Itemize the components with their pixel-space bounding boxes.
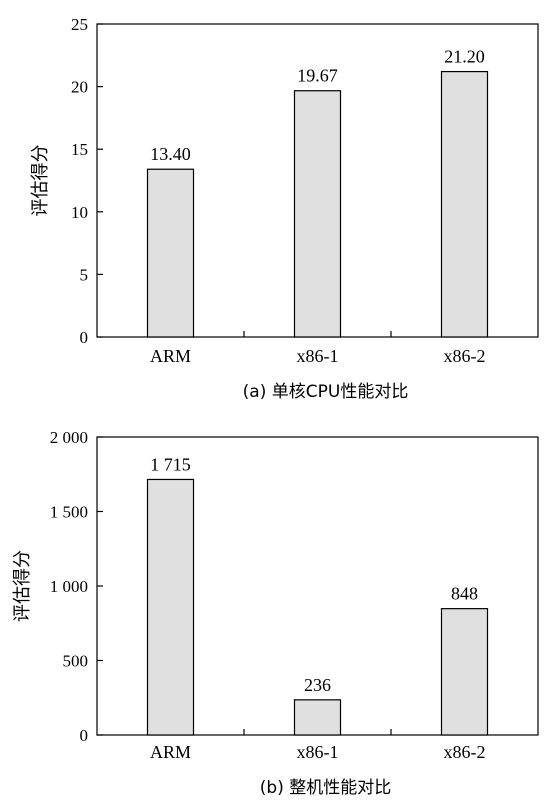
y-tick-label: 1 000: [50, 577, 88, 596]
x-category-label: x86-2: [444, 742, 486, 762]
y-tick-label: 1 500: [50, 503, 88, 522]
data-label: 236: [304, 675, 331, 695]
data-label: 13.40: [150, 144, 191, 164]
y-tick-label: 10: [71, 203, 88, 222]
y-tick-label: 500: [63, 652, 89, 671]
y-tick-label: 0: [80, 726, 89, 745]
data-label: 21.20: [444, 47, 485, 67]
y-tick-label: 0: [80, 328, 89, 347]
bar-x86-1: [293, 90, 342, 338]
y-axis-label: 评估得分: [30, 145, 51, 217]
x-category-label: x86-1: [297, 346, 339, 366]
bar-x86-2: [440, 608, 489, 736]
y-tick-label: 15: [71, 140, 88, 159]
bar-x86-2: [440, 70, 489, 338]
y-tick-label: 5: [80, 265, 89, 284]
bar-arm: [146, 168, 195, 338]
y-tick-label: 20: [71, 78, 88, 97]
x-category-label: x86-2: [444, 346, 486, 366]
chart-panel-b: 0 500 1 000 1 500 2 000 1 715 ARM 236 x86-1 848 x8…: [12, 428, 539, 798]
y-axis-label: 评估得分: [12, 550, 33, 622]
data-label: 848: [451, 584, 478, 604]
y-tick-label: 2 000: [50, 428, 88, 447]
chart-caption: (b) 整机性能对比: [260, 778, 391, 798]
x-category-label: x86-1: [297, 742, 339, 762]
bar-x86-1: [293, 699, 342, 736]
x-category-label: ARM: [150, 742, 191, 762]
bar-arm: [146, 478, 195, 736]
chart-caption: (a) 单核CPU性能对比: [243, 382, 409, 402]
x-category-label: ARM: [150, 346, 191, 366]
y-tick-label: 25: [71, 15, 88, 34]
data-label: 1 715: [150, 454, 191, 474]
chart-panel-a: 0 5 10 15 20 25 13.40 ARM 19.67 x86-1 21.20 x86-2 评估…: [30, 15, 539, 402]
data-label: 19.67: [297, 66, 338, 86]
